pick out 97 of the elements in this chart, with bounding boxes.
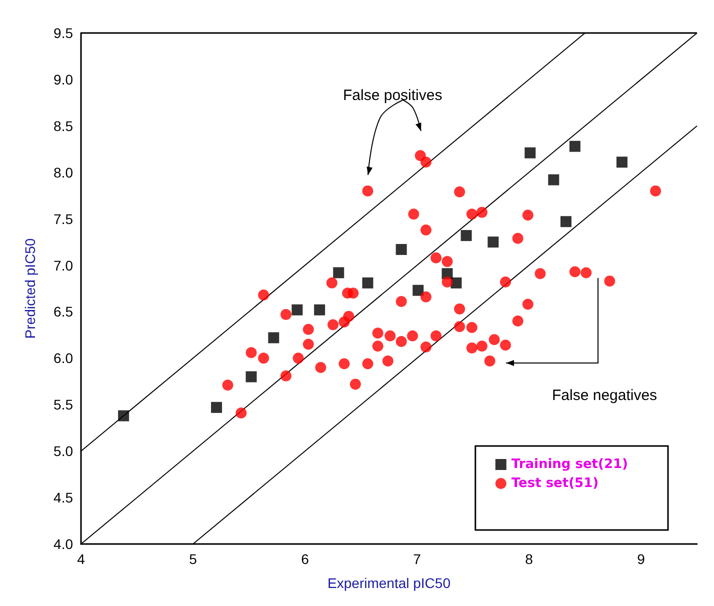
point bbox=[222, 380, 234, 391]
point bbox=[372, 328, 384, 339]
x-tick-label: 6 bbox=[301, 551, 310, 567]
legend-label: Training set(21) bbox=[511, 457, 628, 472]
point bbox=[430, 330, 442, 342]
point bbox=[569, 140, 580, 152]
point bbox=[500, 340, 511, 351]
point bbox=[350, 378, 361, 390]
point bbox=[534, 268, 546, 280]
y-tick-label: 4.0 bbox=[54, 536, 74, 552]
point bbox=[580, 267, 592, 278]
point bbox=[328, 319, 338, 330]
point bbox=[524, 147, 536, 158]
point bbox=[211, 402, 222, 413]
point bbox=[454, 303, 466, 314]
annotation: False negatives bbox=[552, 387, 658, 404]
point bbox=[466, 342, 478, 354]
point bbox=[430, 252, 442, 264]
point bbox=[604, 276, 616, 287]
y-tick-label: 6.5 bbox=[54, 304, 74, 320]
y-tick-label: 8.5 bbox=[54, 118, 74, 134]
point bbox=[268, 332, 280, 344]
point bbox=[302, 324, 314, 335]
y-tick-label: 6.0 bbox=[54, 350, 74, 366]
point bbox=[420, 156, 432, 168]
point bbox=[466, 208, 478, 220]
y-tick-label: 7.5 bbox=[54, 210, 74, 227]
point bbox=[302, 338, 314, 350]
point bbox=[408, 208, 420, 220]
annotation: False positives bbox=[343, 87, 442, 104]
point bbox=[407, 330, 418, 342]
point bbox=[326, 277, 338, 288]
point bbox=[292, 352, 304, 364]
point bbox=[650, 185, 662, 196]
point bbox=[476, 206, 488, 218]
point bbox=[362, 277, 374, 288]
point bbox=[466, 322, 478, 334]
y-tick-label: 4.5 bbox=[54, 490, 74, 506]
y-tick-label: 5.0 bbox=[54, 443, 74, 460]
y-tick-label: 5.5 bbox=[54, 396, 74, 413]
point bbox=[522, 210, 534, 221]
point bbox=[292, 304, 303, 316]
x-tick-label: 7 bbox=[413, 551, 422, 567]
point bbox=[118, 410, 130, 422]
x-tick-label: 8 bbox=[525, 551, 534, 567]
point bbox=[372, 340, 384, 352]
point bbox=[442, 276, 453, 288]
point bbox=[569, 266, 580, 278]
y-tick-label: 9.0 bbox=[54, 71, 74, 88]
y-axis-title: Predicted pIC50 bbox=[22, 238, 38, 339]
point bbox=[488, 236, 499, 248]
point bbox=[315, 362, 326, 373]
x-tick-label: 5 bbox=[189, 551, 198, 567]
point bbox=[396, 336, 407, 347]
point bbox=[476, 340, 488, 352]
point bbox=[420, 224, 432, 236]
point bbox=[246, 371, 257, 382]
point bbox=[522, 298, 534, 310]
point bbox=[362, 185, 374, 196]
point bbox=[280, 309, 292, 320]
point bbox=[236, 408, 247, 418]
point bbox=[396, 244, 407, 255]
point bbox=[420, 291, 432, 302]
point bbox=[246, 347, 257, 358]
point bbox=[348, 288, 359, 299]
point bbox=[384, 330, 396, 342]
point bbox=[333, 267, 344, 278]
point bbox=[420, 342, 432, 353]
x-tick-label: 4 bbox=[77, 551, 86, 567]
point bbox=[382, 355, 394, 366]
point bbox=[616, 156, 628, 168]
point bbox=[362, 358, 374, 370]
point bbox=[460, 230, 472, 242]
point bbox=[484, 355, 496, 366]
y-tick-label: 7.0 bbox=[54, 257, 74, 274]
point bbox=[454, 186, 466, 198]
point bbox=[396, 296, 407, 308]
point bbox=[338, 358, 350, 370]
point bbox=[280, 370, 292, 382]
point bbox=[314, 304, 326, 316]
point bbox=[454, 321, 466, 332]
point bbox=[442, 256, 453, 268]
point bbox=[258, 290, 270, 300]
point bbox=[500, 276, 511, 288]
point bbox=[258, 352, 270, 364]
point bbox=[488, 334, 500, 346]
x-axis-title: Experimental pIC50 bbox=[328, 575, 451, 591]
x-tick-label: 9 bbox=[637, 551, 646, 567]
y-tick-label: 9.5 bbox=[54, 25, 74, 41]
point bbox=[412, 284, 424, 296]
point bbox=[343, 310, 354, 322]
point bbox=[548, 174, 560, 186]
point bbox=[512, 232, 524, 244]
point bbox=[512, 316, 524, 327]
legend-label: Test set(51) bbox=[511, 476, 599, 491]
y-tick-label: 8.0 bbox=[54, 164, 74, 180]
point bbox=[560, 216, 572, 228]
